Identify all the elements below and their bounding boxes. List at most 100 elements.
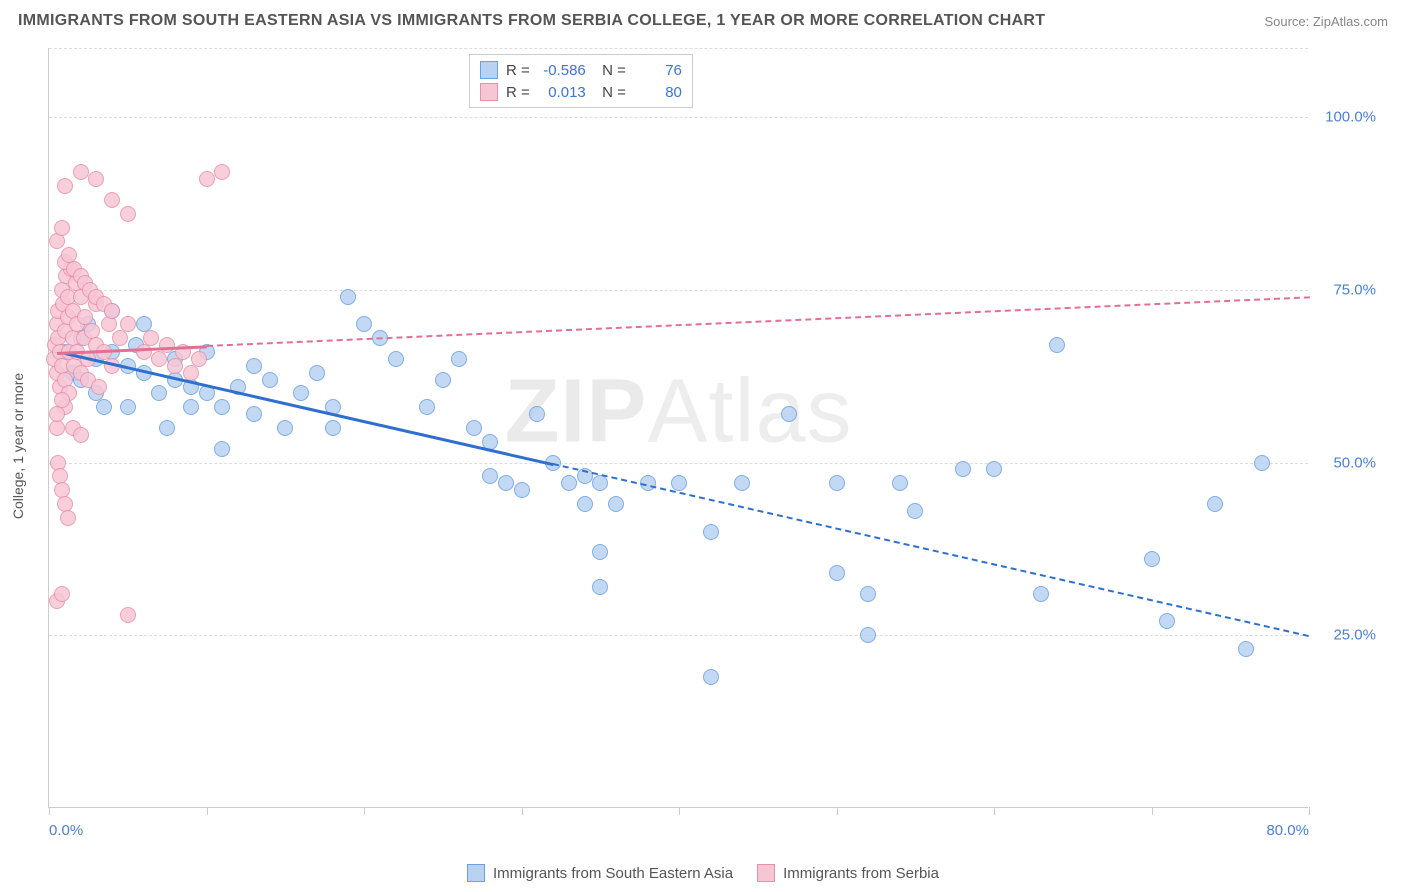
scatter-point-serbia xyxy=(120,316,136,332)
scatter-point-sea xyxy=(592,544,608,560)
scatter-point-sea xyxy=(246,358,262,374)
scatter-point-serbia xyxy=(54,586,70,602)
scatter-point-sea xyxy=(703,669,719,685)
scatter-point-sea xyxy=(860,627,876,643)
chart-container: College, 1 year or more ZIPAtlas R =-0.5… xyxy=(48,48,1388,844)
scatter-point-sea xyxy=(561,475,577,491)
scatter-point-serbia xyxy=(199,171,215,187)
scatter-point-sea xyxy=(183,399,199,415)
legend-swatch-sea xyxy=(467,864,485,882)
scatter-point-serbia xyxy=(120,206,136,222)
stats-legend-box: R =-0.586 N =76R =0.013 N =80 xyxy=(469,54,693,108)
y-tick-label: 75.0% xyxy=(1333,281,1376,298)
x-tick-label-left: 0.0% xyxy=(49,822,83,839)
scatter-point-sea xyxy=(671,475,687,491)
swatch-sea xyxy=(480,61,498,79)
scatter-point-sea xyxy=(435,372,451,388)
scatter-point-sea xyxy=(1159,613,1175,629)
plot-area: ZIPAtlas R =-0.586 N =76R =0.013 N =80 2… xyxy=(48,48,1308,808)
y-tick-label: 25.0% xyxy=(1333,627,1376,644)
scatter-point-sea xyxy=(907,503,923,519)
scatter-point-serbia xyxy=(54,220,70,236)
scatter-point-serbia xyxy=(73,164,89,180)
grid-line xyxy=(49,635,1308,636)
scatter-point-sea xyxy=(986,461,1002,477)
stat-r-value: -0.586 xyxy=(538,62,586,79)
title-bar: IMMIGRANTS FROM SOUTH EASTERN ASIA VS IM… xyxy=(0,0,1406,38)
scatter-point-sea xyxy=(829,475,845,491)
scatter-point-sea xyxy=(955,461,971,477)
scatter-point-sea xyxy=(734,475,750,491)
legend-swatch-serbia xyxy=(757,864,775,882)
scatter-point-serbia xyxy=(120,607,136,623)
scatter-point-serbia xyxy=(88,171,104,187)
scatter-point-sea xyxy=(592,475,608,491)
scatter-point-sea xyxy=(451,351,467,367)
scatter-point-sea xyxy=(829,565,845,581)
x-tick xyxy=(1309,807,1310,815)
stat-n-value: 76 xyxy=(634,62,682,79)
stats-row-sea: R =-0.586 N =76 xyxy=(480,59,682,81)
swatch-serbia xyxy=(480,83,498,101)
scatter-point-sea xyxy=(1254,455,1270,471)
scatter-point-sea xyxy=(309,365,325,381)
scatter-point-sea xyxy=(1207,496,1223,512)
scatter-point-serbia xyxy=(104,303,120,319)
legend-label: Immigrants from Serbia xyxy=(783,865,939,882)
grid-line xyxy=(49,290,1308,291)
x-tick xyxy=(522,807,523,815)
source-label: Source: ZipAtlas.com xyxy=(1264,14,1388,29)
scatter-point-serbia xyxy=(112,330,128,346)
scatter-point-serbia xyxy=(167,358,183,374)
x-tick xyxy=(994,807,995,815)
scatter-point-serbia xyxy=(91,379,107,395)
scatter-point-sea xyxy=(151,385,167,401)
scatter-point-sea xyxy=(340,289,356,305)
scatter-point-serbia xyxy=(49,406,65,422)
scatter-point-sea xyxy=(592,579,608,595)
scatter-point-serbia xyxy=(73,427,89,443)
watermark-thin: Atlas xyxy=(647,362,852,462)
stats-row-serbia: R =0.013 N =80 xyxy=(480,81,682,103)
grid-line xyxy=(49,117,1308,118)
scatter-point-sea xyxy=(1144,551,1160,567)
scatter-point-serbia xyxy=(183,365,199,381)
scatter-point-serbia xyxy=(49,233,65,249)
legend-item-serbia: Immigrants from Serbia xyxy=(757,864,939,882)
stat-r-label: R = xyxy=(506,84,530,101)
scatter-point-sea xyxy=(514,482,530,498)
stat-r-value: 0.013 xyxy=(538,84,586,101)
scatter-point-sea xyxy=(860,586,876,602)
scatter-point-sea xyxy=(1033,586,1049,602)
scatter-point-sea xyxy=(293,385,309,401)
scatter-point-serbia xyxy=(54,392,70,408)
scatter-point-sea xyxy=(781,406,797,422)
scatter-point-sea xyxy=(120,399,136,415)
legend-item-sea: Immigrants from South Eastern Asia xyxy=(467,864,733,882)
scatter-point-sea xyxy=(262,372,278,388)
scatter-point-sea xyxy=(892,475,908,491)
x-tick xyxy=(679,807,680,815)
scatter-point-serbia xyxy=(104,192,120,208)
scatter-point-sea xyxy=(388,351,404,367)
x-tick xyxy=(364,807,365,815)
scatter-point-sea xyxy=(577,496,593,512)
scatter-point-sea xyxy=(1049,337,1065,353)
scatter-point-sea xyxy=(325,420,341,436)
y-tick-label: 50.0% xyxy=(1333,454,1376,471)
legend-label: Immigrants from South Eastern Asia xyxy=(493,865,733,882)
chart-title: IMMIGRANTS FROM SOUTH EASTERN ASIA VS IM… xyxy=(18,12,1045,30)
scatter-point-sea xyxy=(703,524,719,540)
grid-line xyxy=(49,463,1308,464)
scatter-point-sea xyxy=(214,441,230,457)
scatter-point-sea xyxy=(356,316,372,332)
scatter-point-sea xyxy=(214,399,230,415)
scatter-point-serbia xyxy=(143,330,159,346)
scatter-point-serbia xyxy=(60,510,76,526)
scatter-point-sea xyxy=(608,496,624,512)
x-tick xyxy=(837,807,838,815)
scatter-point-sea xyxy=(482,468,498,484)
bottom-legend: Immigrants from South Eastern Asia Immigr… xyxy=(0,864,1406,882)
watermark-bold: ZIP xyxy=(504,362,647,462)
scatter-point-sea xyxy=(159,420,175,436)
